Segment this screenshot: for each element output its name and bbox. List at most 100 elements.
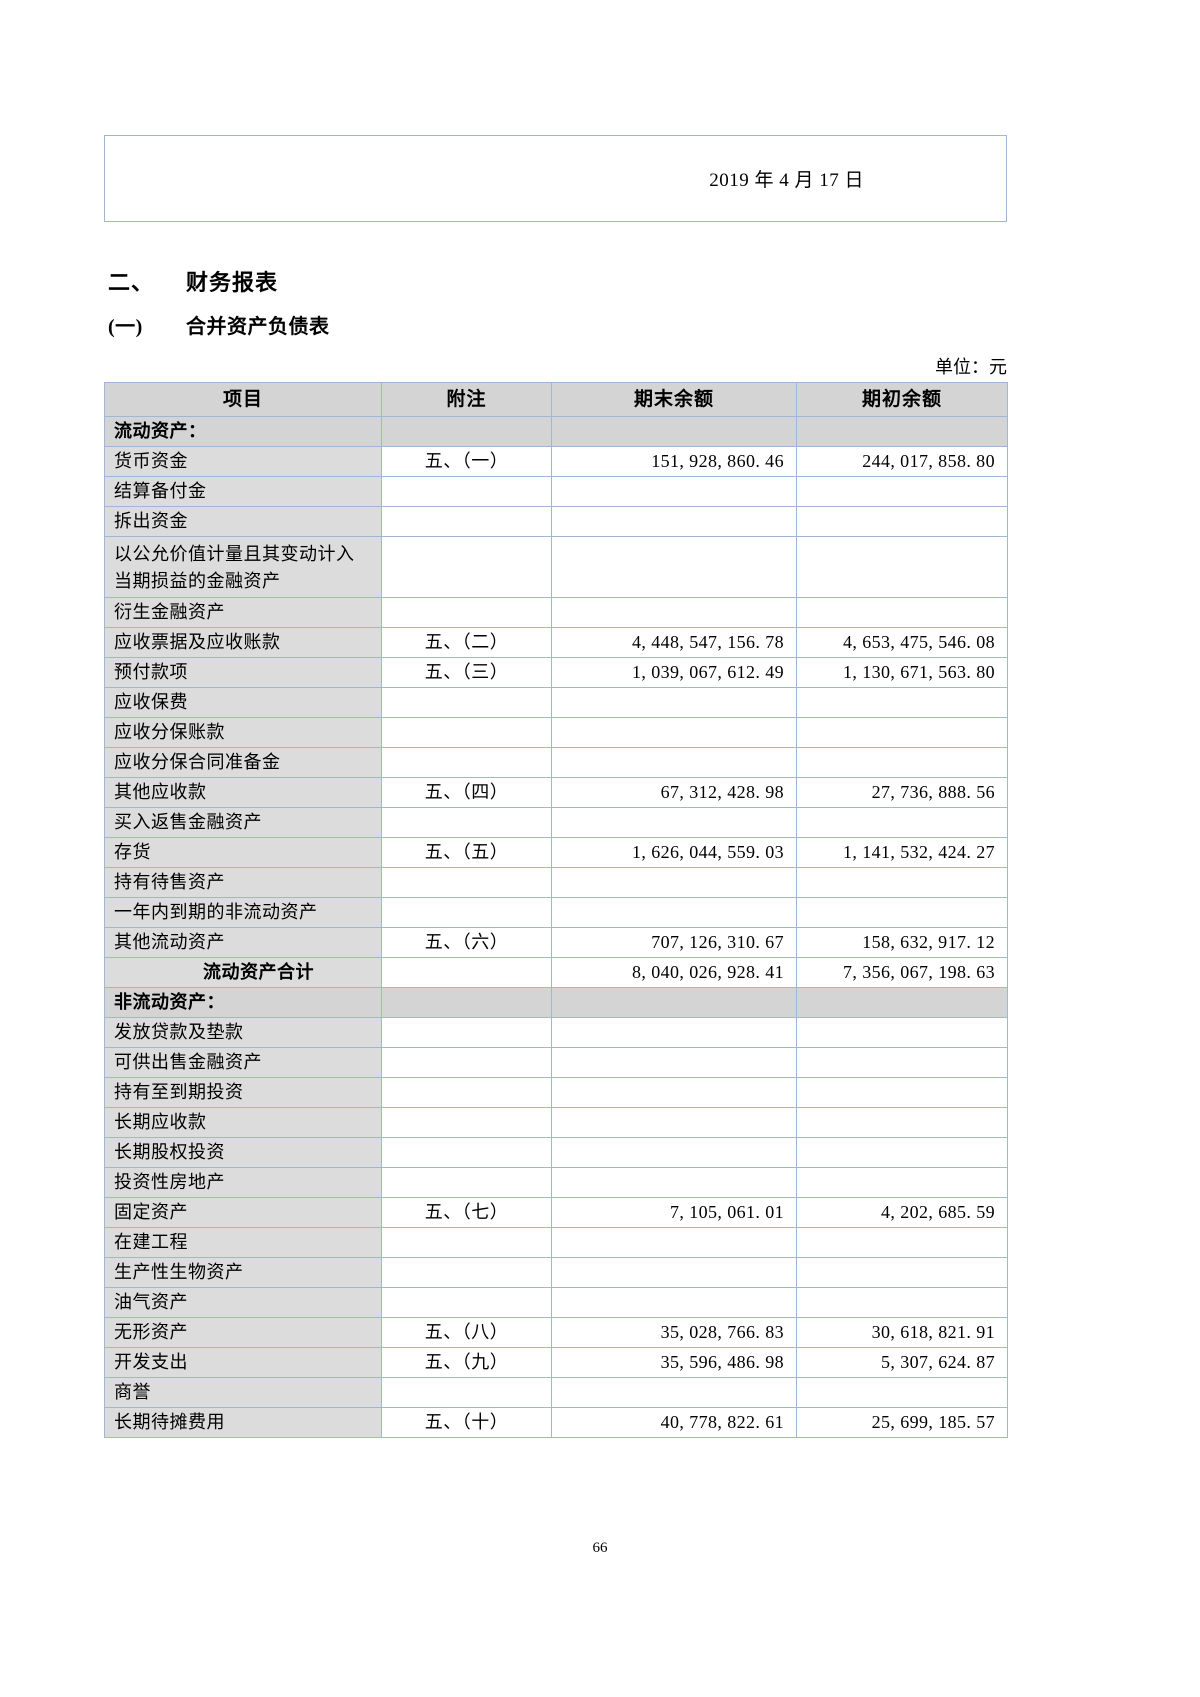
row-beginning-balance: [796, 1257, 1008, 1288]
table-row: 以公允价值计量且其变动计入当期损益的金融资产: [104, 536, 1008, 598]
row-item-label: 应收保费: [104, 687, 382, 718]
row-item-label: 拆出资金: [104, 506, 382, 537]
row-ending-balance: [551, 747, 797, 778]
table-row: 开发支出 五、（九） 35, 596, 486. 98 5, 307, 624. 87: [104, 1347, 1008, 1378]
row-beginning-balance: [796, 1107, 1008, 1138]
row-note-reference: [381, 807, 552, 838]
row-beginning-balance: 1, 141, 532, 424. 27: [796, 837, 1008, 868]
row-item-label: 可供出售金融资产: [104, 1047, 382, 1078]
row-item-label: 存货: [104, 837, 382, 868]
row-note-reference: [381, 1287, 552, 1318]
row-beginning-balance: 25, 699, 185. 57: [796, 1407, 1008, 1438]
row-ending-balance: [551, 506, 797, 537]
row-item-label: 生产性生物资产: [104, 1257, 382, 1288]
row-item-label: 油气资产: [104, 1287, 382, 1318]
row-note-reference: 五、（三）: [381, 657, 552, 688]
row-note-reference: [381, 597, 552, 628]
section-heading-major: 二、 财务报表: [108, 265, 278, 297]
row-item-label: 流动资产合计: [104, 957, 382, 988]
table-row: 长期股权投资: [104, 1137, 1008, 1168]
row-item-label: 持有待售资产: [104, 867, 382, 898]
row-ending-balance: [551, 1137, 797, 1168]
row-note-reference: [381, 747, 552, 778]
row-beginning-balance: 30, 618, 821. 91: [796, 1317, 1008, 1348]
column-header-note: 附注: [381, 382, 552, 417]
row-ending-balance: [551, 1167, 797, 1198]
row-ending-balance: [551, 687, 797, 718]
row-beginning-balance: [796, 536, 1008, 598]
row-beginning-balance: [796, 717, 1008, 748]
row-item-label: 无形资产: [104, 1317, 382, 1348]
table-row: 非流动资产：: [104, 987, 1008, 1018]
table-row: 流动资产：: [104, 416, 1008, 447]
row-ending-balance: [551, 1257, 797, 1288]
row-beginning-balance: [796, 1017, 1008, 1048]
table-row: 存货 五、（五） 1, 626, 044, 559. 03 1, 141, 532, …: [104, 837, 1008, 868]
row-item-label: 商誉: [104, 1377, 382, 1408]
table-row: 生产性生物资产: [104, 1257, 1008, 1288]
row-beginning-balance: [796, 867, 1008, 898]
row-ending-balance: [551, 597, 797, 628]
table-row: 商誉: [104, 1377, 1008, 1408]
row-note-reference: 五、（四）: [381, 777, 552, 808]
row-beginning-balance: 5, 307, 624. 87: [796, 1347, 1008, 1378]
row-ending-balance: 1, 626, 044, 559. 03: [551, 837, 797, 868]
row-beginning-balance: [796, 1167, 1008, 1198]
table-row: 拆出资金: [104, 506, 1008, 537]
table-header-row: 项目 附注 期末余额 期初余额: [104, 382, 1008, 417]
table-row: 应收保费: [104, 687, 1008, 718]
row-note-reference: 五、（六）: [381, 927, 552, 958]
row-item-label: 预付款项: [104, 657, 382, 688]
row-ending-balance: [551, 1107, 797, 1138]
row-note-reference: [381, 1137, 552, 1168]
row-note-reference: 五、（八）: [381, 1317, 552, 1348]
row-ending-balance: [551, 536, 797, 598]
table-row: 长期应收款: [104, 1107, 1008, 1138]
table-row: 预付款项 五、（三） 1, 039, 067, 612. 49 1, 130, 671…: [104, 657, 1008, 688]
table-row: 其他流动资产 五、（六） 707, 126, 310. 67 158, 632, 91…: [104, 927, 1008, 958]
row-ending-balance: [551, 867, 797, 898]
row-ending-balance: 7, 105, 061. 01: [551, 1197, 797, 1228]
row-ending-balance: [551, 807, 797, 838]
row-note-reference: [381, 897, 552, 928]
row-note-reference: [381, 476, 552, 507]
table-row: 持有待售资产: [104, 867, 1008, 898]
table-header: 项目 附注 期末余额 期初余额: [104, 382, 1008, 417]
row-ending-balance: [551, 1227, 797, 1258]
table-row: 货币资金 五、（一） 151, 928, 860. 46 244, 017, 858.…: [104, 446, 1008, 477]
row-beginning-balance: [796, 416, 1008, 447]
balance-sheet-table: 项目 附注 期末余额 期初余额 流动资产： 货币资金 五、（一） 151, 928, …: [104, 382, 1008, 1438]
row-item-label: 长期股权投资: [104, 1137, 382, 1168]
column-header-item: 项目: [104, 382, 382, 417]
table-row: 投资性房地产: [104, 1167, 1008, 1198]
row-ending-balance: [551, 897, 797, 928]
row-ending-balance: 8, 040, 026, 928. 41: [551, 957, 797, 988]
row-note-reference: [381, 1047, 552, 1078]
table-row: 买入返售金融资产: [104, 807, 1008, 838]
column-header-ending-balance: 期末余额: [551, 382, 797, 417]
row-beginning-balance: 4, 653, 475, 546. 08: [796, 627, 1008, 658]
row-note-reference: [381, 867, 552, 898]
table-row: 发放贷款及垫款: [104, 1017, 1008, 1048]
row-note-reference: 五、（七）: [381, 1197, 552, 1228]
section-minor-number: (一): [108, 316, 143, 338]
row-beginning-balance: [796, 1077, 1008, 1108]
row-note-reference: [381, 1077, 552, 1108]
section-major-title: 财务报表: [186, 270, 279, 295]
row-item-label: 长期待摊费用: [104, 1407, 382, 1438]
row-item-label: 应收票据及应收账款: [104, 627, 382, 658]
row-ending-balance: 1, 039, 067, 612. 49: [551, 657, 797, 688]
section-major-number: 二、: [108, 270, 155, 295]
column-header-beginning-balance: 期初余额: [796, 382, 1008, 417]
row-ending-balance: [551, 416, 797, 447]
row-note-reference: [381, 1167, 552, 1198]
row-ending-balance: 4, 448, 547, 156. 78: [551, 627, 797, 658]
row-beginning-balance: [796, 597, 1008, 628]
table-row: 可供出售金融资产: [104, 1047, 1008, 1078]
row-beginning-balance: [796, 1287, 1008, 1318]
row-note-reference: 五、（九）: [381, 1347, 552, 1378]
row-beginning-balance: [796, 687, 1008, 718]
row-ending-balance: 151, 928, 860. 46: [551, 446, 797, 477]
row-beginning-balance: [796, 897, 1008, 928]
row-beginning-balance: [796, 1227, 1008, 1258]
